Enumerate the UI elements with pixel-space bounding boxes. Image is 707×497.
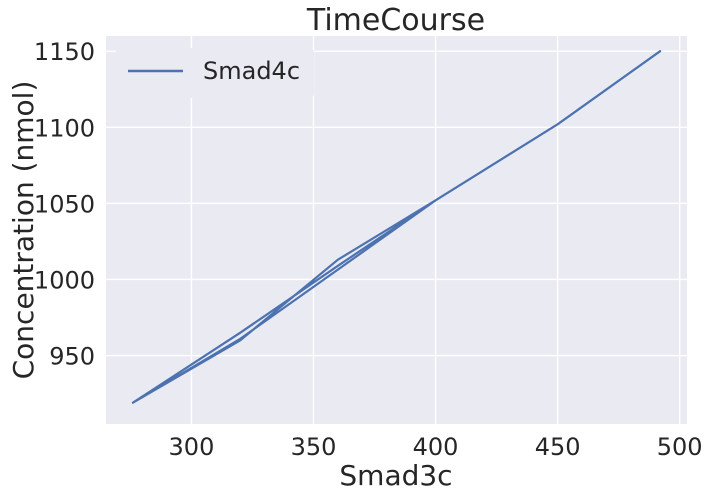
x-tick-label: 450 [535,433,581,461]
y-tick-label: 1050 [34,190,95,218]
y-axis-label: Concentration (nmol) [7,81,40,380]
legend-box [116,48,314,98]
grid-lines [106,36,687,424]
y-tick-label: 1000 [34,266,95,294]
y-tick-label: 950 [49,343,95,371]
y-tick-labels: 950 1000 1050 1100 1150 [34,38,95,370]
x-tick-label: 500 [657,433,703,461]
chart-title: TimeCourse [306,3,485,38]
series-line-smad4c [131,50,662,404]
legend: Smad4c [116,48,314,98]
legend-label-smad4c: Smad4c [203,57,300,85]
x-axis-label: Smad3c [339,459,452,492]
x-tick-label: 300 [169,433,215,461]
x-tick-labels: 300 350 400 450 500 [169,433,703,461]
y-tick-label: 1150 [34,38,95,66]
series-layer [131,50,662,404]
y-tick-label: 1100 [34,114,95,142]
x-tick-label: 350 [291,433,337,461]
x-tick-label: 400 [413,433,459,461]
